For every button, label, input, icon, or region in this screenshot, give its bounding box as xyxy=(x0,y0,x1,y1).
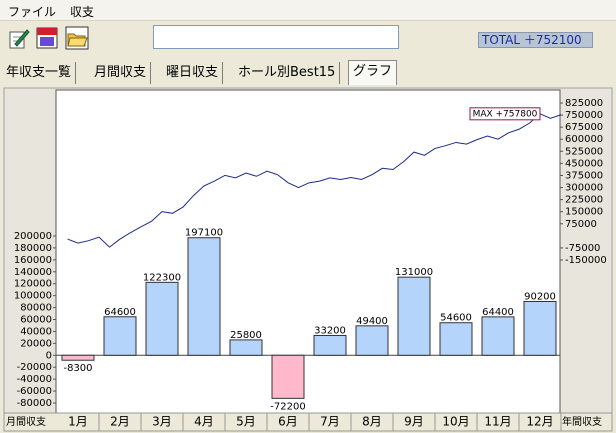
y-tick-label: 40000 xyxy=(20,326,52,337)
tab[interactable]: 曜日収支 xyxy=(162,62,224,84)
y2-tick-label: 600000 xyxy=(565,134,603,145)
y-tick-label: -40000 xyxy=(17,374,52,385)
annotation-box xyxy=(469,107,541,121)
axis-strip xyxy=(3,412,613,432)
x-tick-label: 9月 xyxy=(404,415,424,429)
value-label: 64400 xyxy=(482,307,514,318)
x-tick-label: 1月 xyxy=(68,415,88,429)
bar xyxy=(523,300,557,356)
value-label: 49400 xyxy=(356,316,388,327)
y-tick-label: -80000 xyxy=(17,398,52,409)
x-tick-label: 5月 xyxy=(236,415,256,429)
y2-tick-label: 675000 xyxy=(565,122,603,133)
y2-tick-label: 450000 xyxy=(565,158,603,169)
bar xyxy=(271,354,305,399)
bar xyxy=(313,334,347,356)
x-tick-label: 2月 xyxy=(110,415,130,429)
y-axis-label: 月間収支 xyxy=(6,416,46,428)
tab[interactable]: 年収支一覧 xyxy=(2,62,77,84)
edit-icon[interactable] xyxy=(7,26,31,50)
bar xyxy=(355,325,389,356)
y-tick-label: 80000 xyxy=(20,303,52,314)
value-label: 25800 xyxy=(230,330,262,341)
y2-axis-label: 年間収支 xyxy=(562,415,602,428)
y-tick-label: 180000 xyxy=(14,243,52,254)
bar xyxy=(103,316,137,356)
calendar-icon[interactable] xyxy=(35,26,59,50)
x-tick-label: 10月 xyxy=(442,415,469,429)
value-label: 64600 xyxy=(104,307,136,318)
x-tick-label: 11月 xyxy=(484,415,511,429)
tab[interactable]: ホール別Best15 xyxy=(234,62,341,84)
bar xyxy=(397,276,431,356)
y2-tick-label: 375000 xyxy=(565,170,603,181)
bar xyxy=(61,354,95,361)
plot-area xyxy=(55,89,561,414)
menu-item[interactable]: ファイル xyxy=(8,5,57,19)
x-tick-label: 6月 xyxy=(278,415,298,429)
y-tick-label: 60000 xyxy=(20,315,52,326)
menu-bar: ファイル 収支 xyxy=(0,0,616,21)
y-tick-label: 160000 xyxy=(14,255,52,266)
y2-tick-label: 750000 xyxy=(565,110,603,121)
y-tick-label: 140000 xyxy=(14,267,52,278)
x-tick-label: 4月 xyxy=(194,415,214,429)
bar xyxy=(481,316,515,356)
y2-tick-label: 825000 xyxy=(565,98,603,109)
value-label: 131000 xyxy=(395,267,433,278)
chart: 2000001800001600001400001200001000008000… xyxy=(3,87,613,432)
menu-item[interactable]: 収支 xyxy=(70,5,95,19)
total-display: TOTAL ＋752100 xyxy=(478,32,593,48)
max-annotation: MAX +757800 xyxy=(473,109,538,119)
value-label: -8300 xyxy=(63,363,92,374)
x-tick-label: 3月 xyxy=(152,415,172,429)
y2-tick-label: 150000 xyxy=(565,207,603,218)
y-tick-label: -20000 xyxy=(17,362,52,373)
y2-tick-label: -75000 xyxy=(565,243,600,254)
y2-tick-label: 225000 xyxy=(565,195,603,206)
value-label: 122300 xyxy=(143,272,181,283)
y-tick-label: 0 xyxy=(46,350,52,361)
tab[interactable]: 月間収支 xyxy=(90,62,152,84)
value-label: 54600 xyxy=(440,313,472,324)
tab-selected[interactable]: グラフ xyxy=(348,60,398,85)
y-tick-label: 200000 xyxy=(14,231,52,242)
value-label: 90200 xyxy=(524,291,556,302)
y2-tick-label: 525000 xyxy=(565,146,603,157)
y-tick-label: -60000 xyxy=(17,386,52,397)
text-input[interactable] xyxy=(153,25,399,49)
bar xyxy=(229,339,263,356)
value-label: 33200 xyxy=(314,325,346,336)
y2-tick-label: 75000 xyxy=(565,219,597,230)
x-tick-label: 12月 xyxy=(526,415,553,429)
x-tick-label: 8月 xyxy=(362,415,382,429)
bar xyxy=(187,237,221,356)
value-label: 197100 xyxy=(185,228,223,239)
folder-icon[interactable] xyxy=(65,26,89,50)
y-tick-label: 120000 xyxy=(14,279,52,290)
cumulative-line xyxy=(67,113,562,248)
y-tick-label: 100000 xyxy=(14,291,52,302)
value-label: -72200 xyxy=(270,401,305,412)
bar xyxy=(439,322,473,356)
y2-tick-label: -150000 xyxy=(565,255,607,266)
y-tick-label: 20000 xyxy=(20,338,52,349)
bar xyxy=(145,281,179,356)
x-tick-label: 7月 xyxy=(320,415,340,429)
y2-tick-label: 300000 xyxy=(565,183,603,194)
